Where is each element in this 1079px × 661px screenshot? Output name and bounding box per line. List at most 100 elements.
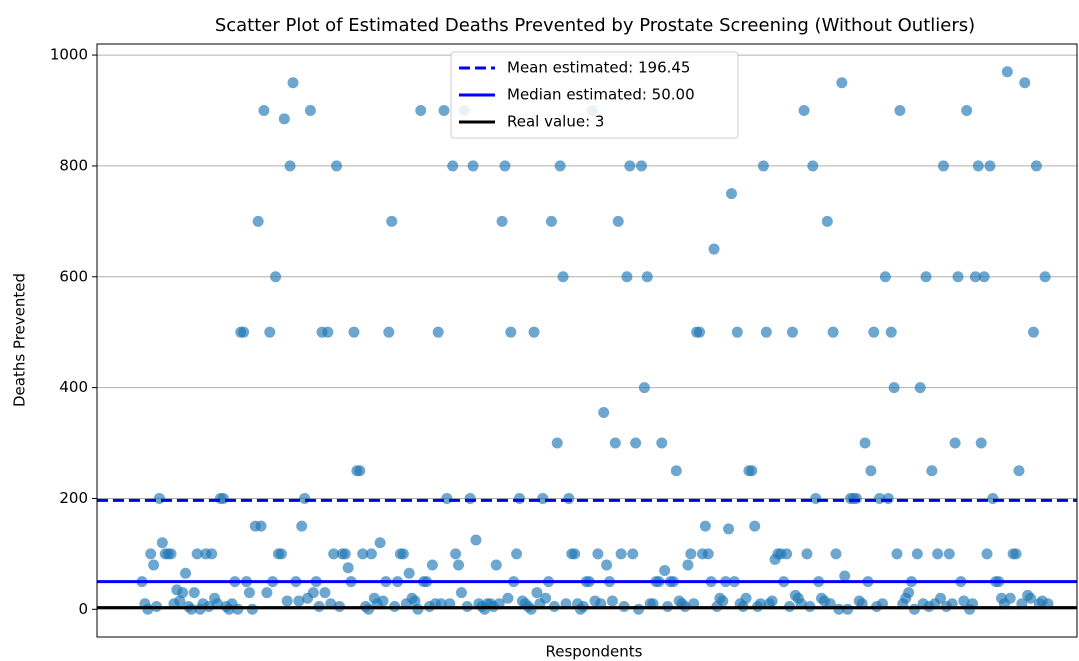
scatter-point — [377, 595, 389, 607]
legend-label: Mean estimated: 196.45 — [507, 59, 690, 77]
scatter-point — [557, 271, 569, 283]
scatter-point — [958, 595, 970, 607]
scatter-point — [725, 188, 737, 200]
scatter-point — [1019, 77, 1031, 89]
scatter-point — [827, 326, 839, 338]
scatter-point — [766, 595, 778, 607]
scatter-point — [409, 595, 421, 607]
scatter-point — [949, 437, 961, 449]
scatter-point — [496, 215, 508, 227]
legend-label: Median estimated: 50.00 — [507, 86, 695, 104]
scatter-point — [627, 548, 639, 560]
scatter-point — [685, 548, 697, 560]
scatter-point — [528, 326, 540, 338]
scatter-point — [441, 492, 453, 504]
scatter-point — [426, 559, 438, 571]
scatter-point — [328, 548, 340, 560]
scatter-point — [386, 215, 398, 227]
scatter-point — [299, 492, 311, 504]
scatter-point — [638, 382, 650, 394]
scatter-point — [505, 326, 517, 338]
scatter-point — [633, 603, 645, 615]
scatter-point — [601, 559, 613, 571]
scatter-point — [470, 534, 482, 546]
scatter-point — [348, 326, 360, 338]
scatter-point — [531, 587, 543, 599]
scatter-point — [868, 326, 880, 338]
scatter-point — [598, 407, 610, 419]
scatter-point — [502, 592, 514, 604]
scatter-point — [331, 160, 343, 172]
scatter-point — [545, 215, 557, 227]
legend: Mean estimated: 196.45 Median estimated: … — [450, 51, 739, 139]
scatter-point — [969, 271, 981, 283]
scatter-point — [786, 326, 798, 338]
scatter-point — [740, 592, 752, 604]
scatter-point — [630, 437, 642, 449]
scatter-point — [656, 437, 668, 449]
scatter-point — [952, 271, 964, 283]
scatter-point — [453, 559, 465, 571]
scatter-point — [1001, 66, 1013, 78]
scatter-point — [206, 548, 218, 560]
scatter-point — [891, 548, 903, 560]
scatter-point — [699, 520, 711, 532]
scatter-point — [659, 564, 671, 576]
scatter-point — [830, 548, 842, 560]
scatter-point — [798, 105, 810, 117]
legend-box — [450, 51, 739, 139]
scatter-point — [606, 595, 618, 607]
scatter-point — [624, 160, 636, 172]
scatter-point — [937, 160, 949, 172]
scatter-point — [339, 548, 351, 560]
scatter-point — [760, 326, 772, 338]
scatter-point — [850, 492, 862, 504]
scatter-point — [972, 160, 984, 172]
scatter-point — [882, 492, 894, 504]
legend-label: Real value: 3 — [507, 113, 604, 131]
scatter-point — [981, 548, 993, 560]
scatter-point — [258, 105, 270, 117]
scatter-point — [447, 160, 459, 172]
scatter-point — [885, 326, 897, 338]
scatter-point — [1025, 592, 1037, 604]
scatter-point — [191, 548, 203, 560]
scatter-point — [1027, 326, 1039, 338]
scatter-point — [569, 548, 581, 560]
scatter-point — [281, 595, 293, 607]
scatter-point — [932, 548, 944, 560]
scatter-point — [342, 562, 354, 574]
scatter-point — [180, 567, 192, 579]
scatter-point — [914, 382, 926, 394]
scatter-point — [412, 603, 424, 615]
scatter-point — [278, 113, 290, 125]
scatter-point — [357, 548, 369, 560]
scatter-point — [702, 548, 714, 560]
scatter-point — [374, 537, 386, 549]
scatter-point — [232, 603, 244, 615]
scatter-point — [455, 587, 467, 599]
scatter-point — [879, 271, 891, 283]
scatter-point — [177, 587, 189, 599]
scatter-point — [255, 520, 267, 532]
scatter-point — [270, 271, 282, 283]
scatter-point — [943, 548, 955, 560]
scatter-point — [682, 559, 694, 571]
scatter-point — [842, 603, 854, 615]
x-axis-label: Respondents — [546, 643, 643, 661]
scatter-point — [641, 271, 653, 283]
y-tick-label: 600 — [59, 267, 88, 285]
scatter-point — [920, 271, 932, 283]
scatter-point — [174, 595, 186, 607]
scatter-point — [145, 548, 157, 560]
scatter-point — [450, 548, 462, 560]
y-axis-label: Deaths Prevented — [11, 273, 29, 407]
scatter-point — [911, 548, 923, 560]
scatter-point — [551, 437, 563, 449]
scatter-point — [432, 326, 444, 338]
scatter-point — [243, 587, 255, 599]
scatter-point — [717, 595, 729, 607]
scatter-point — [304, 105, 316, 117]
scatter-point — [217, 492, 229, 504]
